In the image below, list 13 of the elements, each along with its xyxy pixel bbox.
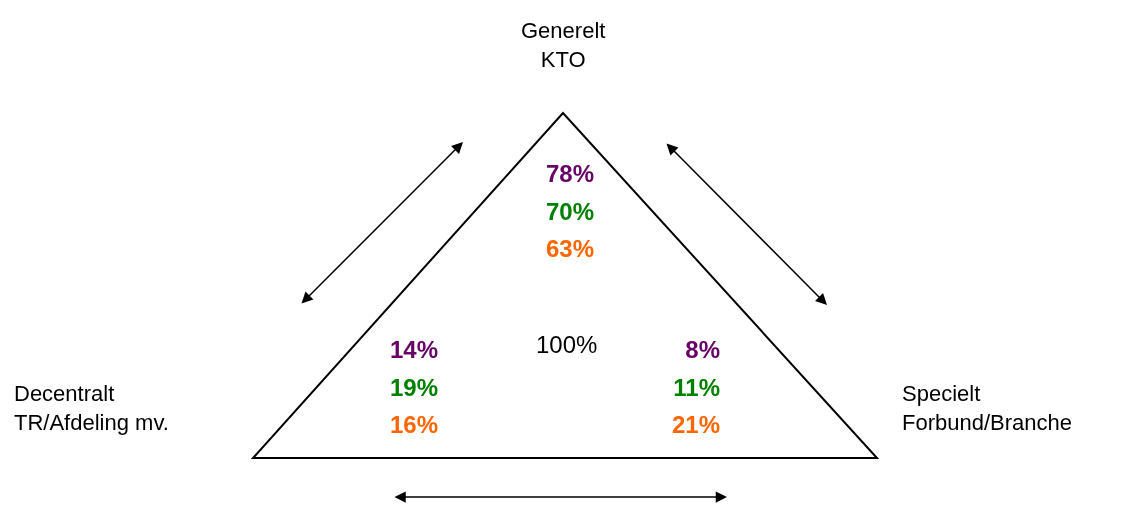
category-label: Decentralt TR/Afdeling mv. bbox=[14, 381, 169, 435]
category-label: Generelt KTO bbox=[521, 18, 606, 72]
data-label: 70% bbox=[545, 197, 595, 225]
data-label: 14% bbox=[389, 336, 439, 363]
data-label: 8% bbox=[685, 336, 720, 363]
text: 100% bbox=[536, 331, 598, 358]
data-label: 19% bbox=[389, 373, 439, 401]
data-label: 63% bbox=[545, 235, 595, 262]
data-label: 21% bbox=[671, 411, 720, 438]
category-label: Specielt Forbund/Branche bbox=[902, 381, 1072, 435]
data-label: 78% bbox=[545, 160, 595, 187]
data-label: 16% bbox=[389, 411, 439, 438]
data-label: 11% bbox=[673, 373, 720, 401]
